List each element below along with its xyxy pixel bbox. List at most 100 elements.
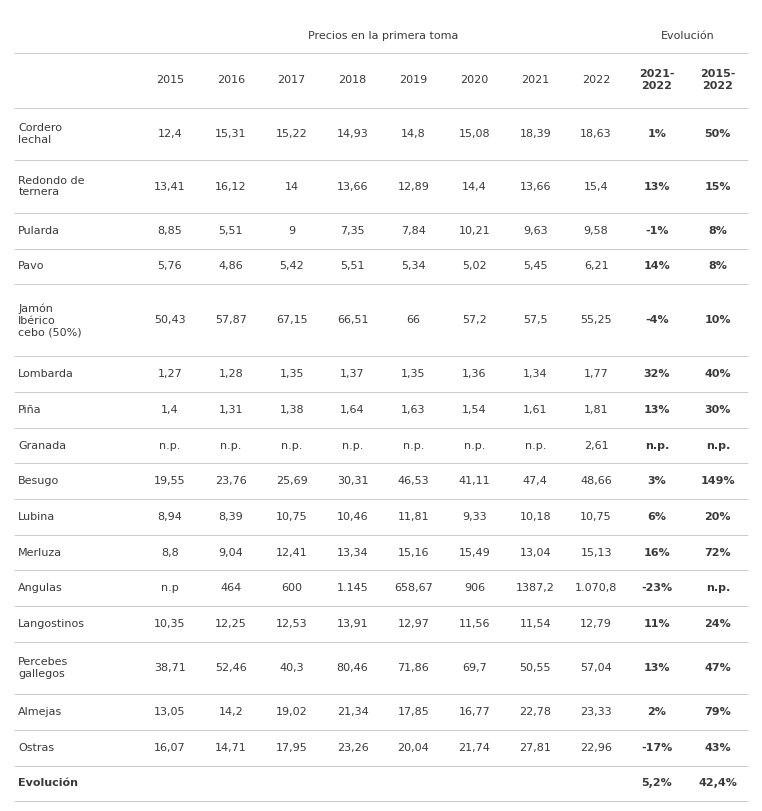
Text: 15%: 15% [705,182,731,191]
Text: 12,41: 12,41 [276,547,308,557]
Text: 13%: 13% [644,663,671,673]
Text: 30%: 30% [705,405,731,415]
Text: 20%: 20% [705,512,731,522]
Text: 57,04: 57,04 [580,663,612,673]
Text: Langostinos: Langostinos [18,619,85,629]
Text: 48,66: 48,66 [580,476,612,487]
Text: 12,97: 12,97 [398,619,430,629]
Text: 5,45: 5,45 [523,261,548,272]
Text: 1,34: 1,34 [523,369,548,380]
Text: 42,4%: 42,4% [699,779,738,788]
Text: 66,51: 66,51 [337,315,368,325]
Text: 9,04: 9,04 [219,547,243,557]
Text: 600: 600 [281,583,303,593]
Text: 71,86: 71,86 [398,663,429,673]
Text: n.p.: n.p. [645,440,669,451]
Text: Evolución: Evolución [18,779,78,788]
Text: 14,4: 14,4 [462,182,487,191]
Text: 2%: 2% [648,707,667,717]
Text: 13,66: 13,66 [337,182,368,191]
Text: 16,07: 16,07 [154,743,186,753]
Text: 11,81: 11,81 [398,512,429,522]
Text: 57,5: 57,5 [523,315,548,325]
Text: 8,39: 8,39 [219,512,243,522]
Text: 7,84: 7,84 [401,225,426,236]
Text: 41,11: 41,11 [459,476,490,487]
Text: 14: 14 [285,182,299,191]
Text: 50%: 50% [705,129,731,139]
Text: 57,87: 57,87 [215,315,247,325]
Text: 6,21: 6,21 [584,261,608,272]
Text: 20,04: 20,04 [398,743,429,753]
Text: 14,93: 14,93 [337,129,369,139]
Text: n.p.: n.p. [706,440,730,451]
Text: Lubina: Lubina [18,512,56,522]
Text: 1%: 1% [648,129,667,139]
Text: 16,77: 16,77 [459,707,490,717]
Text: 10%: 10% [705,315,731,325]
Text: 15,08: 15,08 [459,129,490,139]
Text: 11,54: 11,54 [520,619,551,629]
Text: 18,63: 18,63 [581,129,612,139]
Text: 10,46: 10,46 [337,512,368,522]
Text: 23,76: 23,76 [215,476,247,487]
Text: n.p.: n.p. [342,440,363,451]
Text: 80,46: 80,46 [337,663,369,673]
Text: 67,15: 67,15 [276,315,308,325]
Text: 5,02: 5,02 [462,261,487,272]
Text: n.p.: n.p. [281,440,303,451]
Text: Piña: Piña [18,405,42,415]
Text: Pularda: Pularda [18,225,60,236]
Text: Almejas: Almejas [18,707,62,717]
Text: Angulas: Angulas [18,583,63,593]
Text: 30,31: 30,31 [337,476,368,487]
Text: 149%: 149% [700,476,735,487]
Text: 464: 464 [220,583,242,593]
Text: 38,71: 38,71 [154,663,186,673]
Text: n.p.: n.p. [524,440,546,451]
Text: 52,46: 52,46 [215,663,247,673]
Text: 12,79: 12,79 [580,619,612,629]
Text: 1387,2: 1387,2 [516,583,555,593]
Text: 14%: 14% [644,261,671,272]
Text: 13%: 13% [644,405,671,415]
Text: 1.070,8: 1.070,8 [575,583,617,593]
Text: 22,78: 22,78 [519,707,551,717]
Text: 1,63: 1,63 [402,405,426,415]
Text: 658,67: 658,67 [394,583,433,593]
Text: 8,8: 8,8 [161,547,179,557]
Text: 17,85: 17,85 [398,707,429,717]
Text: 8,94: 8,94 [158,512,182,522]
Text: 40%: 40% [705,369,732,380]
Text: 72%: 72% [705,547,732,557]
Text: 5,2%: 5,2% [642,779,672,788]
Text: 5,51: 5,51 [219,225,243,236]
Text: 906: 906 [464,583,485,593]
Text: 1,35: 1,35 [280,369,304,380]
Text: 10,21: 10,21 [459,225,490,236]
Text: 12,53: 12,53 [276,619,308,629]
Text: 1,28: 1,28 [219,369,243,380]
Text: 9,33: 9,33 [462,512,487,522]
Text: 10,35: 10,35 [154,619,186,629]
Text: 1,61: 1,61 [523,405,547,415]
Text: 14,2: 14,2 [219,707,243,717]
Text: n.p.: n.p. [220,440,242,451]
Text: 18,39: 18,39 [520,129,551,139]
Text: 43%: 43% [705,743,732,753]
Text: 1,77: 1,77 [584,369,609,380]
Text: Merluza: Merluza [18,547,62,557]
Text: 13,05: 13,05 [154,707,186,717]
Text: 8,85: 8,85 [158,225,182,236]
Text: 1,81: 1,81 [584,405,608,415]
Text: 50,43: 50,43 [154,315,186,325]
Text: n.p.: n.p. [463,440,485,451]
Text: 25,69: 25,69 [276,476,308,487]
Text: 11%: 11% [644,619,671,629]
Text: 3%: 3% [648,476,666,487]
Text: 1.145: 1.145 [337,583,369,593]
Text: 8%: 8% [709,225,727,236]
Text: Redondo de
ternera: Redondo de ternera [18,176,85,197]
Text: 2,61: 2,61 [584,440,608,451]
Text: 15,13: 15,13 [581,547,612,557]
